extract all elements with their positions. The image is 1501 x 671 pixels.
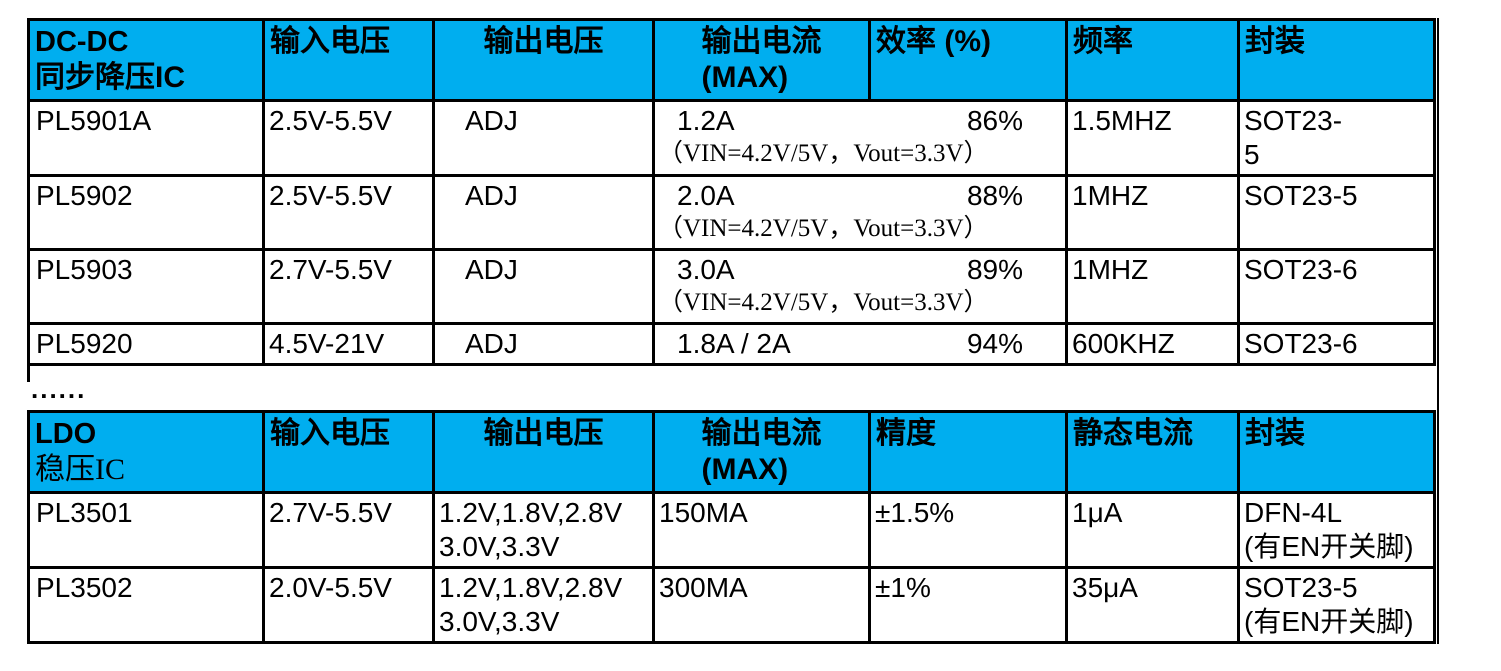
- cell-frequency: 1.5MHZ: [1065, 99, 1240, 177]
- table-row: PL3502 2.0V-5.5V 1.2V,1.8V,2.8V 3.0V,3.3…: [27, 566, 1436, 644]
- cell-model: PL5901A: [27, 99, 265, 177]
- cell-accuracy: ±1.5%: [868, 491, 1068, 569]
- dcdc-header-row: DC-DC 同步降压IC 输入电压 输出电压 输出电流 (MAX) 效率 (%)…: [27, 18, 1436, 102]
- dcdc-header-package: 封装: [1237, 18, 1436, 102]
- cell-package: SOT23-5 (有EN开关脚): [1237, 566, 1436, 644]
- ldo-header-package: 封装: [1237, 410, 1436, 494]
- ldo-header-row: LDO 稳压IC 输入电压 输出电压 输出电流 (MAX) 精度 静态电流 封装: [27, 410, 1436, 494]
- cell-output-current: 150MA: [652, 491, 871, 569]
- cell-current-efficiency: 3.0A 89% （VIN=4.2V/5V，Vout=3.3V）: [652, 248, 1068, 325]
- ldo-table: LDO 稳压IC 输入电压 输出电压 输出电流 (MAX) 精度 静态电流 封装: [27, 410, 1436, 644]
- cell-efficiency: 86%: [966, 105, 1023, 136]
- ldo-header-quiescent-current: 静态电流: [1065, 410, 1240, 494]
- cell-frequency: 600KHZ: [1065, 322, 1240, 366]
- dcdc-header-output-current-line1: 输出电流: [701, 25, 822, 58]
- cell-output-voltage: ADJ: [432, 322, 655, 366]
- table-row: PL5901A 2.5V-5.5V ADJ 1.2A 86% （VIN=4.2V…: [27, 99, 1436, 177]
- cell-current-efficiency: 2.0A 88% （VIN=4.2V/5V，Vout=3.3V）: [652, 174, 1068, 251]
- cell-model: PL3501: [27, 491, 265, 569]
- cell-efficiency: 89%: [966, 254, 1023, 285]
- ldo-header-input-voltage: 输入电压: [262, 410, 435, 494]
- current-efficiency-line: 3.0A 89%: [655, 251, 1065, 287]
- cell-input-voltage: 2.5V-5.5V: [262, 99, 435, 177]
- ellipsis-text: ......: [31, 374, 87, 404]
- cell-output-current: 300MA: [652, 566, 871, 644]
- cell-output-voltage: 1.2V,1.8V,2.8V 3.0V,3.3V: [432, 566, 655, 644]
- cell-input-voltage: 2.7V-5.5V: [262, 248, 435, 325]
- cell-input-voltage: 2.5V-5.5V: [262, 174, 435, 251]
- ldo-header-title: LDO 稳压IC: [27, 410, 265, 494]
- cell-package: SOT23-6: [1237, 248, 1436, 325]
- cell-package: SOT23-5: [1237, 174, 1436, 251]
- cell-output-voltage: ADJ: [432, 174, 655, 251]
- cell-quiescent-current: 35μA: [1065, 566, 1240, 644]
- dcdc-title-line2: 同步降压IC: [35, 61, 185, 94]
- ldo-header-output-voltage: 输出电压: [432, 410, 655, 494]
- ldo-header-output-current-line1: 输出电流: [701, 417, 822, 450]
- ldo-title-line2: 稳压IC: [35, 453, 125, 486]
- ldo-header-output-current: 输出电流 (MAX): [652, 410, 871, 494]
- cell-efficiency: 88%: [966, 180, 1023, 211]
- cell-package: DFN-4L (有EN开关脚): [1237, 491, 1436, 569]
- current-efficiency-line: 1.2A 86%: [655, 102, 1065, 138]
- cell-frequency: 1MHZ: [1065, 248, 1240, 325]
- cell-current-efficiency: 1.8A / 2A 94%: [652, 322, 1068, 366]
- cell-current-efficiency: 1.2A 86% （VIN=4.2V/5V，Vout=3.3V）: [652, 99, 1068, 177]
- cell-output-voltage: ADJ: [432, 99, 655, 177]
- cell-test-condition: （VIN=4.2V/5V，Vout=3.3V）: [658, 289, 989, 316]
- cell-quiescent-current: 1μA: [1065, 491, 1240, 569]
- tables-container: DC-DC 同步降压IC 输入电压 输出电压 输出电流 (MAX) 效率 (%)…: [27, 18, 1439, 644]
- cell-output-current: 1.8A / 2A: [677, 328, 791, 359]
- cell-input-voltage: 4.5V-21V: [262, 322, 435, 366]
- cell-output-voltage: 1.2V,1.8V,2.8V 3.0V,3.3V: [432, 491, 655, 569]
- dcdc-header-title: DC-DC 同步降压IC: [27, 18, 265, 102]
- dcdc-header-frequency: 频率: [1065, 18, 1240, 102]
- ldo-header-accuracy: 精度: [868, 410, 1068, 494]
- cell-test-condition: （VIN=4.2V/5V，Vout=3.3V）: [658, 215, 989, 242]
- cell-package: SOT23- 5: [1237, 99, 1436, 177]
- cell-input-voltage: 2.7V-5.5V: [262, 491, 435, 569]
- table-row: PL5902 2.5V-5.5V ADJ 2.0A 88% （VIN=4.2V/…: [27, 174, 1436, 251]
- cell-model: PL5920: [27, 322, 265, 366]
- cell-frequency: 1MHZ: [1065, 174, 1240, 251]
- cell-output-current: 3.0A: [677, 254, 735, 285]
- dcdc-title-line1: DC-DC: [35, 26, 129, 58]
- cell-package: SOT23-6: [1237, 322, 1436, 366]
- cell-model: PL5903: [27, 248, 265, 325]
- cell-output-current: 2.0A: [677, 180, 735, 211]
- current-efficiency-line: 1.8A / 2A 94%: [655, 325, 1065, 361]
- dcdc-header-efficiency: 效率 (%): [868, 18, 1068, 102]
- table-row: PL3501 2.7V-5.5V 1.2V,1.8V,2.8V 3.0V,3.3…: [27, 491, 1436, 569]
- ldo-title-line1: LDO: [35, 418, 97, 450]
- cell-model: PL5902: [27, 174, 265, 251]
- current-efficiency-line: 2.0A 88%: [655, 177, 1065, 213]
- dcdc-header-input-voltage: 输入电压: [262, 18, 435, 102]
- cell-accuracy: ±1%: [868, 566, 1068, 644]
- cell-test-condition: （VIN=4.2V/5V，Vout=3.3V）: [658, 140, 989, 167]
- table-row: PL5903 2.7V-5.5V ADJ 3.0A 89% （VIN=4.2V/…: [27, 248, 1436, 325]
- cell-model: PL3502: [27, 566, 265, 644]
- dcdc-header-output-current: 输出电流 (MAX): [652, 18, 871, 102]
- cell-efficiency: 94%: [966, 328, 1023, 359]
- cell-output-current: 1.2A: [677, 105, 735, 136]
- dcdc-table: DC-DC 同步降压IC 输入电压 输出电压 输出电流 (MAX) 效率 (%)…: [27, 18, 1436, 366]
- cell-output-voltage: ADJ: [432, 248, 655, 325]
- cell-input-voltage: 2.0V-5.5V: [262, 566, 435, 644]
- separator-row: ......: [27, 366, 1433, 410]
- table-row: PL5920 4.5V-21V ADJ 1.8A / 2A 94% 600KHZ…: [27, 322, 1436, 366]
- dcdc-header-output-voltage: 输出电压: [432, 18, 655, 102]
- dcdc-header-output-current-line2: (MAX): [701, 61, 789, 94]
- ldo-header-output-current-line2: (MAX): [701, 453, 789, 486]
